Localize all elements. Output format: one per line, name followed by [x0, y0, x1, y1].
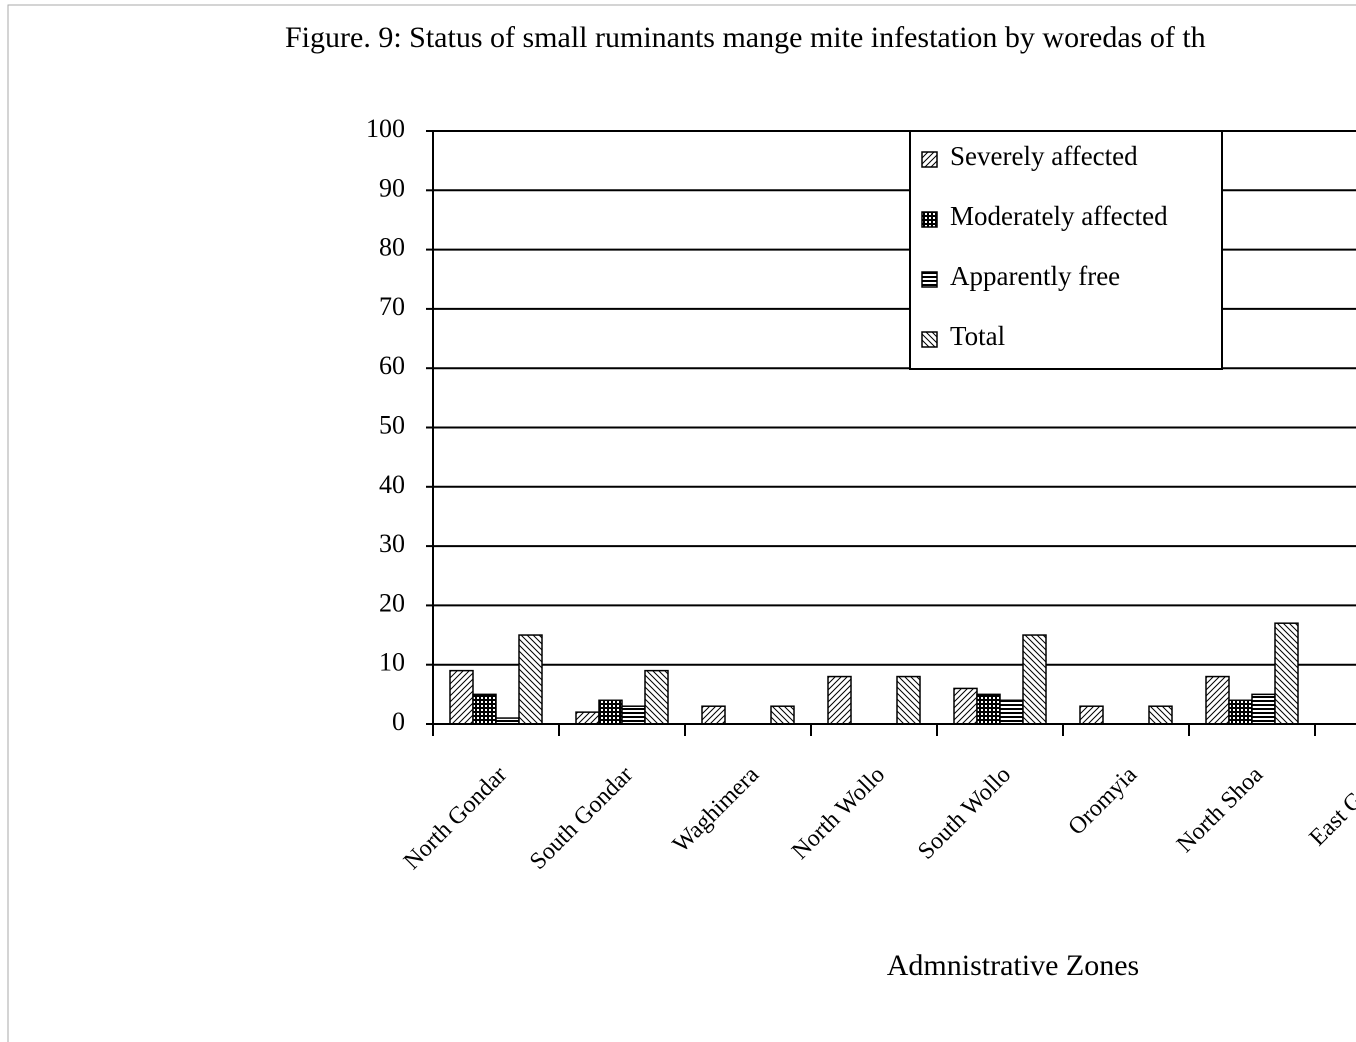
legend-box — [909, 130, 1223, 370]
y-tick-label: 70 — [379, 292, 405, 321]
x-tick-label: North Wollo — [787, 762, 890, 865]
chart-title: Figure. 9: Status of small ruminants man… — [285, 21, 1206, 54]
x-tick-label: North Gondar — [399, 762, 512, 875]
bar — [701, 705, 726, 725]
bar — [621, 705, 646, 725]
y-tick-label: 50 — [379, 410, 405, 439]
legend-swatch — [921, 331, 938, 348]
bar — [518, 634, 543, 725]
y-tick-label: 100 — [366, 114, 405, 143]
bar — [644, 669, 669, 725]
x-tick-label: North Shoa — [1172, 762, 1268, 858]
bar — [1022, 634, 1047, 725]
bar — [575, 711, 600, 725]
bar — [472, 693, 497, 725]
y-tick-label: 30 — [379, 529, 405, 558]
bar — [976, 693, 1001, 725]
bar — [1079, 705, 1104, 725]
y-tick-label: 20 — [379, 588, 405, 617]
x-tick-label: Oromyia — [1063, 762, 1142, 841]
bar — [1228, 699, 1253, 725]
legend-label: Moderately affected — [950, 201, 1168, 231]
x-tick-label: Waghimera — [668, 762, 764, 858]
legend-label: Severely affected — [950, 141, 1138, 171]
y-tick-label: 60 — [379, 351, 405, 380]
bar — [1251, 693, 1276, 725]
y-tick-label: 90 — [379, 173, 405, 202]
y-tick-label: 0 — [392, 707, 405, 736]
x-axis-title: Admnistrative Zones — [887, 949, 1139, 982]
bar — [770, 705, 795, 725]
frame — [7, 4, 1356, 1042]
y-tick-label: 40 — [379, 470, 405, 499]
x-tick-label: South Wollo — [913, 762, 1016, 865]
bar — [1205, 675, 1230, 725]
bar — [1148, 705, 1173, 725]
y-tick-label: 80 — [379, 233, 405, 262]
bar — [999, 699, 1024, 725]
bar — [953, 687, 978, 725]
legend-label: Apparently free — [950, 261, 1120, 291]
legend-swatch — [921, 211, 938, 228]
bar — [896, 675, 921, 725]
bar — [449, 669, 474, 725]
x-tick-label: South Gondar — [525, 762, 638, 875]
bar — [598, 699, 623, 725]
bar — [1274, 622, 1299, 725]
bar — [827, 675, 852, 725]
legend-swatch — [921, 151, 938, 168]
y-tick-label: 10 — [379, 648, 405, 677]
legend: Severely affected Moderately affected Appa… — [909, 130, 1223, 370]
legend-label: Total — [950, 321, 1005, 351]
legend-swatch — [921, 271, 938, 288]
x-tick-label: East Gojja — [1305, 762, 1356, 852]
